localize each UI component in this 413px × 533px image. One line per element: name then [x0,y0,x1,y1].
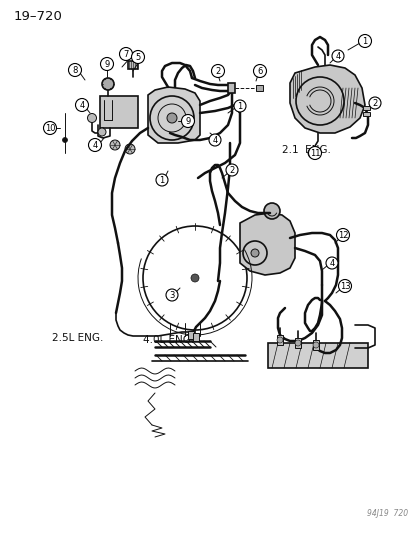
Circle shape [98,128,106,136]
Text: 94J19  720: 94J19 720 [366,509,407,518]
Text: 4: 4 [335,52,340,61]
Text: 1: 1 [361,36,367,45]
Circle shape [294,340,300,346]
Circle shape [331,50,343,62]
Circle shape [87,114,96,123]
Text: 3: 3 [169,290,174,300]
Circle shape [276,337,282,343]
Bar [255,85,262,91]
Bar [276,335,282,345]
Circle shape [125,144,135,154]
Circle shape [166,113,177,123]
Circle shape [100,58,113,70]
Text: 2: 2 [215,67,220,76]
Text: 2.5L ENG.: 2.5L ENG. [52,333,103,343]
Text: 1: 1 [237,101,242,110]
Text: 4: 4 [212,135,217,144]
Circle shape [225,164,237,176]
Polygon shape [289,65,364,133]
Text: 13: 13 [339,281,349,290]
Circle shape [253,64,266,77]
FancyBboxPatch shape [267,343,367,368]
Circle shape [181,115,194,127]
Text: 1: 1 [159,175,164,184]
Text: 19–720: 19–720 [14,10,63,23]
Text: 4: 4 [329,259,334,268]
Bar [100,96,138,128]
Circle shape [190,274,199,282]
Circle shape [62,138,67,142]
Text: 11: 11 [309,149,320,157]
Circle shape [110,140,120,150]
Text: 2: 2 [371,99,377,108]
Bar [362,112,369,116]
Circle shape [88,139,101,151]
Bar [188,331,194,339]
Text: 6: 6 [257,67,262,76]
Circle shape [68,63,81,77]
Text: 12: 12 [337,230,347,239]
Text: 5: 5 [135,52,140,61]
Circle shape [325,257,337,269]
Bar [294,338,300,348]
Circle shape [131,51,144,63]
Circle shape [156,174,168,186]
Text: 9: 9 [104,60,109,69]
Bar [128,61,138,69]
Circle shape [263,203,279,219]
Text: 2: 2 [229,166,234,174]
Circle shape [75,99,88,111]
Bar [362,106,369,110]
Bar [228,83,235,93]
Circle shape [233,100,245,112]
Bar [312,340,318,350]
Text: 8: 8 [72,66,78,75]
Circle shape [211,64,224,77]
Circle shape [312,342,318,348]
Circle shape [250,249,259,257]
Text: 10: 10 [45,124,55,133]
Circle shape [368,97,380,109]
Text: 4: 4 [92,141,97,149]
Circle shape [166,289,178,301]
Circle shape [307,148,317,158]
Circle shape [308,147,321,159]
Text: 7: 7 [123,50,128,59]
Circle shape [119,47,132,61]
Polygon shape [240,213,294,275]
Circle shape [338,279,351,293]
Circle shape [358,35,370,47]
Polygon shape [147,87,199,143]
Text: 4: 4 [79,101,84,109]
Circle shape [43,122,56,134]
Bar [192,333,199,341]
Text: 2.1  ENG.: 2.1 ENG. [281,145,330,155]
Circle shape [336,229,349,241]
Text: 4.0L ENG.: 4.0L ENG. [142,335,194,345]
Text: 9: 9 [185,117,190,125]
Circle shape [209,134,221,146]
Circle shape [102,78,114,90]
